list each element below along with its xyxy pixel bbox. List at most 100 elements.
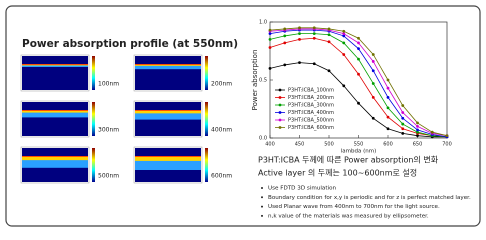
series-marker <box>312 36 316 40</box>
series-marker <box>342 29 346 33</box>
heatmap-edge <box>22 110 88 111</box>
series-marker <box>386 127 390 131</box>
series-marker <box>327 40 331 44</box>
series-marker <box>371 96 375 99</box>
note-line: P3HT:ICBA 두께에 따른 Power absorption의 변화 <box>258 155 439 165</box>
series-marker <box>386 115 390 119</box>
heatmap-label: 300nm <box>98 127 119 134</box>
series-marker <box>268 67 272 70</box>
series-marker <box>416 121 419 125</box>
series-marker <box>371 60 375 63</box>
y-tick-label: 0.5 <box>259 78 267 84</box>
series-marker <box>327 69 331 73</box>
heatmap-label: 400nm <box>211 127 232 134</box>
series-marker <box>401 104 405 107</box>
slide-title: Power absorption profile (at 550nm) <box>22 38 238 50</box>
y-axis-label: Power absorption <box>251 50 259 111</box>
colorbar <box>205 56 208 90</box>
series-marker <box>386 78 390 82</box>
series-marker <box>268 38 272 41</box>
heatmap-edge <box>135 64 201 65</box>
heatmap-edge <box>135 110 201 111</box>
series-marker <box>342 84 346 88</box>
x-tick-label: 700 <box>442 142 452 148</box>
series-marker <box>312 62 316 66</box>
series-marker <box>283 27 287 31</box>
series-marker <box>430 130 434 134</box>
series-marker <box>386 106 390 110</box>
series-marker <box>401 111 405 114</box>
legend-marker <box>278 96 282 99</box>
bullet-dot <box>261 196 263 199</box>
series-marker <box>445 134 449 138</box>
x-tick-label: 550 <box>354 142 364 148</box>
legend-label: P3HT:ICBA_200nm <box>288 95 334 101</box>
heatmap-hot <box>135 110 201 114</box>
bullet-dot <box>261 205 263 208</box>
heatmap-label: 600nm <box>211 173 232 180</box>
note-line: Active layer 의 두께는 100~600nm로 설정 <box>258 168 417 178</box>
heatmap-layer <box>135 64 201 70</box>
series-marker <box>283 63 287 67</box>
colorbar <box>205 102 208 136</box>
series-marker <box>268 28 272 32</box>
heatmap-layer <box>22 110 88 118</box>
series-marker <box>401 127 405 131</box>
y-tick-label: 1.0 <box>259 20 267 26</box>
series-marker <box>401 122 405 126</box>
series-marker <box>268 46 272 49</box>
series-marker <box>342 53 346 56</box>
bullet-dot <box>261 214 263 217</box>
series-marker <box>401 116 405 120</box>
line-chart: 0.0 0.5 1.0 400 450 500 550 600 650 700 lambda (nm… <box>251 20 452 155</box>
heatmap-hot <box>135 156 201 161</box>
series-marker <box>283 34 287 38</box>
legend-label: P3HT:ICBA_600nm <box>288 125 334 131</box>
heatmap-bg <box>22 102 88 136</box>
series-marker <box>342 32 346 35</box>
series-marker <box>357 41 360 45</box>
series-marker <box>298 32 301 35</box>
series-marker <box>371 82 375 85</box>
series-marker <box>327 27 331 31</box>
series-marker <box>416 130 419 134</box>
heatmap-label: 100nm <box>98 81 119 88</box>
series-marker <box>298 38 301 41</box>
bullet-list: Use FDTD 3D simulation Boundary condition… <box>261 186 471 219</box>
heatmap-hot <box>135 64 201 66</box>
bullet-text: Used Planar wave from 400nm to 700nm for… <box>268 204 440 210</box>
legend-marker <box>278 126 282 129</box>
legend-marker <box>278 103 282 107</box>
series-marker <box>357 101 360 105</box>
series-marker <box>371 53 375 56</box>
y-tick-label: 0.0 <box>259 136 267 142</box>
heatmap-bg <box>135 56 201 90</box>
heatmap-bg <box>22 56 88 90</box>
series-marker <box>327 33 331 37</box>
slide: Power absorption profile (at 550nm) 100n… <box>5 5 481 227</box>
series-marker <box>371 69 375 73</box>
bullet-text: Use FDTD 3D simulation <box>268 186 337 192</box>
heatmap-edge <box>22 156 88 157</box>
legend-label: P3HT:ICBA_300nm <box>288 103 334 109</box>
series-marker <box>416 134 419 138</box>
colorbar <box>205 148 208 182</box>
colorbar <box>92 102 95 136</box>
series-marker <box>357 47 360 51</box>
series-marker <box>371 116 375 120</box>
series-marker <box>401 131 405 135</box>
series-marker <box>312 26 316 30</box>
x-tick-label: 650 <box>413 142 423 148</box>
series-marker <box>298 26 301 30</box>
colorbar <box>92 148 95 182</box>
heatmap-label: 500nm <box>98 173 119 180</box>
series-marker <box>357 57 360 61</box>
page: Power absorption profile (at 550nm) 100n… <box>5 5 481 227</box>
legend-label: P3HT:ICBA_500nm <box>288 118 334 124</box>
x-tick-label: 400 <box>265 142 275 148</box>
series-marker <box>357 36 360 40</box>
x-tick-label: 500 <box>324 142 334 148</box>
heatmap-grid: 100nm 200nm 300nm 400nm 500nm 600nm <box>20 54 232 184</box>
series-marker <box>268 32 272 35</box>
series-marker <box>283 41 287 45</box>
